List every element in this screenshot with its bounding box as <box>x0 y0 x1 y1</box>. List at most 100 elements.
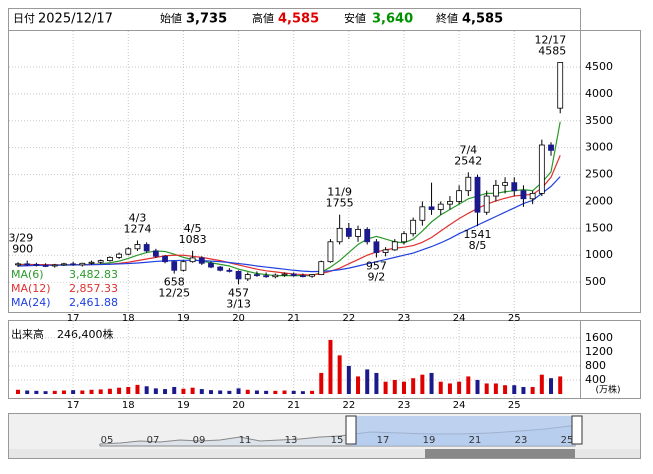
candle-body <box>116 253 122 258</box>
scrollbar-thumb[interactable] <box>425 449 575 458</box>
candle-body <box>171 261 178 271</box>
volume-unit: (万株) <box>595 384 620 396</box>
legend-box <box>10 269 120 282</box>
candle-body <box>465 176 472 192</box>
candle-body <box>134 244 141 250</box>
y-tick-label: 400 <box>585 373 606 386</box>
volume-bar <box>126 386 131 394</box>
volume-bar <box>539 374 544 394</box>
volume-bar <box>163 389 168 394</box>
candle-body <box>61 263 67 266</box>
volume-bar <box>392 379 397 394</box>
volume-bar <box>80 390 85 394</box>
annotation: 4585 <box>538 44 566 57</box>
legend-value: 2,857.33 <box>69 282 118 295</box>
header-value: 3,735 <box>186 12 227 27</box>
candle-body <box>447 201 453 205</box>
annotation: 9/2 <box>368 271 386 284</box>
x-tick-label: 23 <box>398 400 411 411</box>
navigator-label: 17 <box>377 435 390 446</box>
volume-bar <box>475 379 480 394</box>
candle-body <box>24 263 31 266</box>
x-tick-label: 25 <box>508 400 521 411</box>
candle-body <box>263 275 270 278</box>
x-tick-label: 22 <box>342 313 355 324</box>
header-label: 終値 <box>436 11 458 25</box>
candle-body <box>355 229 361 237</box>
x-tick-label: 21 <box>287 313 300 324</box>
candle-body <box>382 249 389 253</box>
candle-body <box>290 273 297 277</box>
navigator-label: 15 <box>331 435 344 446</box>
candle-body <box>474 176 481 213</box>
x-tick-label: 18 <box>122 313 135 324</box>
x-tick-label: 22 <box>342 400 355 411</box>
y-tick-label: 3500 <box>585 114 613 127</box>
volume-bar <box>227 390 232 394</box>
x-tick-label: 18 <box>122 400 135 411</box>
candle-body <box>208 262 214 268</box>
annotation: 4/3 <box>129 211 147 224</box>
candle-body <box>364 229 371 243</box>
legend-value: 3,482.83 <box>69 268 118 281</box>
candle-body <box>299 275 306 278</box>
volume-bar <box>172 386 177 394</box>
candle-body <box>272 274 279 278</box>
y-tick-label: 2500 <box>585 168 613 181</box>
candle-body <box>235 270 242 280</box>
candle-body <box>456 190 463 202</box>
volume-bar <box>484 383 489 394</box>
volume-bar <box>291 390 296 394</box>
legend-name: MA(12) <box>11 282 51 295</box>
volume-bar <box>135 384 140 394</box>
volume-bar <box>34 390 39 394</box>
candle-body <box>410 219 417 235</box>
navigator-handle[interactable] <box>345 415 357 445</box>
volume-bar <box>328 339 333 394</box>
candle-body <box>483 195 490 213</box>
legend-box <box>10 283 120 296</box>
volume-bar <box>52 390 57 394</box>
candle-body <box>88 261 95 264</box>
navigator-label: 07 <box>147 435 160 446</box>
candle-body <box>180 261 187 271</box>
header-label: 高値 <box>252 11 274 25</box>
annotation: 8/5 <box>469 239 487 252</box>
volume-bar <box>16 389 20 394</box>
header-label: 日付 <box>13 12 35 25</box>
ma-line <box>18 121 561 277</box>
y-tick-label: 4000 <box>585 87 613 100</box>
x-tick-label: 17 <box>67 313 80 324</box>
volume-bar <box>503 385 508 394</box>
annotation: 658 <box>164 276 185 289</box>
annotation: 1755 <box>326 197 354 210</box>
navigator-handle[interactable] <box>571 415 583 445</box>
x-tick-label: 25 <box>508 313 521 324</box>
candle-body <box>318 261 325 275</box>
volume-bar <box>181 388 186 394</box>
volume-bar <box>282 390 287 394</box>
header-label: 始値 <box>160 11 182 25</box>
candle-body <box>428 206 435 210</box>
volume-bar <box>493 383 498 394</box>
candle-body <box>107 256 113 262</box>
annotation: 2542 <box>454 154 482 167</box>
volume-bar <box>25 390 30 394</box>
candle-body <box>97 260 104 263</box>
volume-bar <box>512 385 517 394</box>
legend-value: 2,461.88 <box>69 296 118 309</box>
candle-body <box>502 182 508 186</box>
candle-body <box>281 273 288 276</box>
candle-body <box>538 144 545 194</box>
x-tick-label: 20 <box>232 313 245 324</box>
candle-body <box>419 206 426 221</box>
x-tick-label: 21 <box>287 400 300 411</box>
annotation: 7/4 <box>459 143 477 156</box>
candle-body <box>520 190 527 200</box>
volume-panel <box>8 320 641 399</box>
annotation: 957 <box>366 260 387 273</box>
annotation: 457 <box>228 286 249 299</box>
volume-bar <box>457 381 462 394</box>
